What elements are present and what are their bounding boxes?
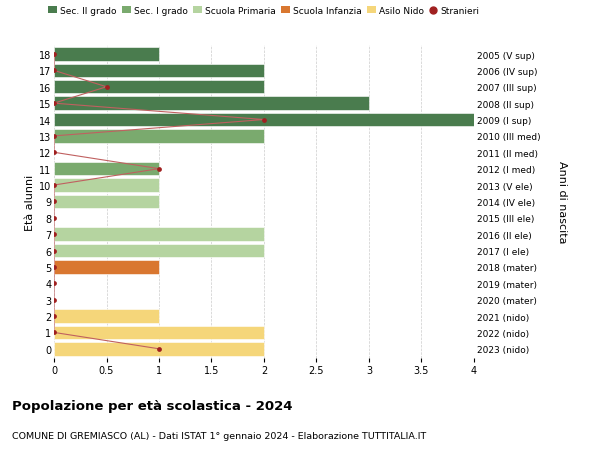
Y-axis label: Anni di nascita: Anni di nascita [557,161,567,243]
Point [154,166,164,173]
Bar [54,244,264,257]
Bar [54,228,264,241]
Point [49,231,59,238]
Point [49,182,59,189]
Point [49,263,59,271]
Text: Popolazione per età scolastica - 2024: Popolazione per età scolastica - 2024 [12,399,293,412]
Bar [54,179,159,192]
Bar [54,261,159,274]
Bar [54,48,159,62]
Bar [54,130,264,143]
Bar [54,342,264,356]
Bar [54,81,264,94]
Y-axis label: Età alunni: Età alunni [25,174,35,230]
Bar [54,162,159,176]
Point [49,280,59,287]
Point [49,297,59,304]
Text: COMUNE DI GREMIASCO (AL) - Dati ISTAT 1° gennaio 2024 - Elaborazione TUTTITALIA.: COMUNE DI GREMIASCO (AL) - Dati ISTAT 1°… [12,431,426,441]
Point [49,215,59,222]
Point [154,345,164,353]
Point [49,67,59,75]
Bar [54,195,159,209]
Point [259,117,269,124]
Bar [54,97,369,111]
Point [49,133,59,140]
Point [49,247,59,255]
Point [49,51,59,59]
Point [49,149,59,157]
Point [49,100,59,107]
Bar [54,326,264,339]
Bar [54,113,474,127]
Point [102,84,112,91]
Point [49,198,59,206]
Bar [54,310,159,323]
Legend: Sec. II grado, Sec. I grado, Scuola Primaria, Scuola Infanzia, Asilo Nido, Stran: Sec. II grado, Sec. I grado, Scuola Prim… [49,7,479,16]
Point [49,313,59,320]
Point [49,329,59,336]
Bar [54,65,264,78]
